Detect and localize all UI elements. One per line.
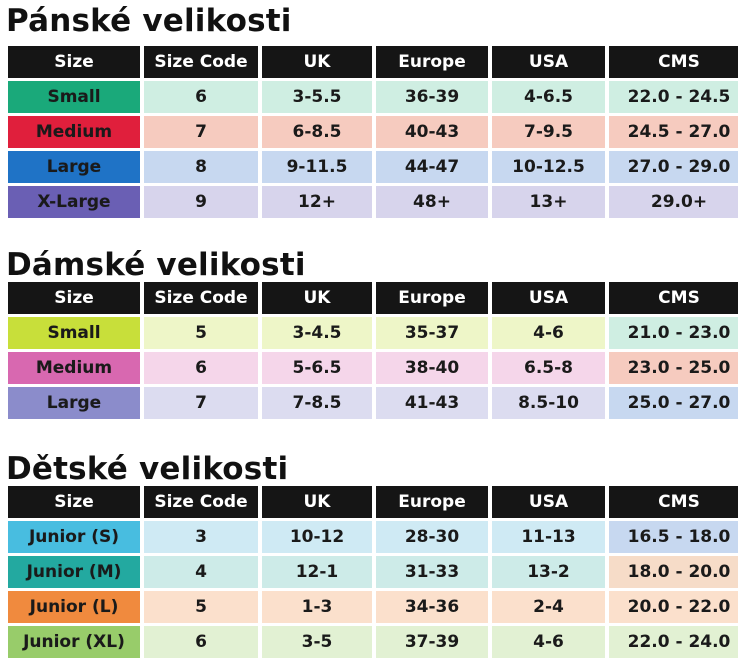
- europe-cell: 40-43: [376, 116, 488, 148]
- usa-cell: 11-13: [492, 521, 605, 553]
- header-europe: Europe: [376, 486, 488, 518]
- cms-cell: 16.5 - 18.0: [609, 521, 738, 553]
- section-title: Dámské velikosti: [6, 247, 306, 283]
- table-body: Small 6 3-5.5 36-39 4-6.5 22.0 - 24.5 Medium 7 6…: [8, 81, 738, 218]
- europe-cell: 44-47: [376, 151, 488, 183]
- uk-cell: 10-12: [262, 521, 372, 553]
- europe-cell: 38-40: [376, 352, 488, 384]
- size-label-cell: X-Large: [8, 186, 140, 218]
- size-code-cell: 8: [144, 151, 258, 183]
- cms-cell: 27.0 - 29.0: [609, 151, 738, 183]
- section-title: Dětské velikosti: [6, 451, 289, 487]
- size-table: Size Size Code UK Europe USA CMS: [8, 486, 738, 518]
- header-size: Size: [8, 282, 140, 314]
- size-code-cell: 4: [144, 556, 258, 588]
- size-code-cell: 5: [144, 317, 258, 349]
- size-code-cell: 9: [144, 186, 258, 218]
- usa-cell: 2-4: [492, 591, 605, 623]
- section-womens: Dámské velikosti Size Size Code UK Europ…: [0, 248, 738, 419]
- cms-cell: 18.0 - 20.0: [609, 556, 738, 588]
- header-europe: Europe: [376, 282, 488, 314]
- size-code-cell: 6: [144, 352, 258, 384]
- cms-cell: 23.0 - 25.0: [609, 352, 738, 384]
- size-table: Size Size Code UK Europe USA CMS: [8, 46, 738, 78]
- europe-cell: 37-39: [376, 626, 488, 658]
- europe-cell: 41-43: [376, 387, 488, 419]
- usa-cell: 13+: [492, 186, 605, 218]
- europe-cell: 35-37: [376, 317, 488, 349]
- section-kids: Dětské velikosti Size Size Code UK Europ…: [0, 452, 738, 658]
- europe-cell: 36-39: [376, 81, 488, 113]
- header-usa: USA: [492, 282, 605, 314]
- europe-cell: 34-36: [376, 591, 488, 623]
- uk-cell: 12+: [262, 186, 372, 218]
- table-body: Small 5 3-4.5 35-37 4-6 21.0 - 23.0 Medium 6 5-6…: [8, 317, 738, 419]
- europe-cell: 28-30: [376, 521, 488, 553]
- header-cms: CMS: [609, 282, 738, 314]
- cms-cell: 21.0 - 23.0: [609, 317, 738, 349]
- usa-cell: 4-6.5: [492, 81, 605, 113]
- usa-cell: 4-6: [492, 626, 605, 658]
- header-usa: USA: [492, 486, 605, 518]
- section-title: Pánské velikosti: [6, 3, 292, 39]
- size-label-cell: Small: [8, 317, 140, 349]
- cms-cell: 20.0 - 22.0: [609, 591, 738, 623]
- cms-cell: 22.0 - 24.0: [609, 626, 738, 658]
- uk-cell: 3-4.5: [262, 317, 372, 349]
- header-uk: UK: [262, 282, 372, 314]
- table-body: Junior (S) 3 10-12 28-30 11-13 16.5 - 18.0 Jun…: [8, 521, 738, 658]
- header-europe: Europe: [376, 46, 488, 78]
- header-size-code: Size Code: [144, 282, 258, 314]
- header-uk: UK: [262, 486, 372, 518]
- header-size: Size: [8, 46, 140, 78]
- europe-cell: 48+: [376, 186, 488, 218]
- size-label-cell: Junior (XL): [8, 626, 140, 658]
- cms-cell: 22.0 - 24.5: [609, 81, 738, 113]
- size-label-cell: Small: [8, 81, 140, 113]
- header-uk: UK: [262, 46, 372, 78]
- header-size: Size: [8, 486, 140, 518]
- size-label-cell: Junior (S): [8, 521, 140, 553]
- size-code-cell: 7: [144, 116, 258, 148]
- header-usa: USA: [492, 46, 605, 78]
- size-code-cell: 6: [144, 81, 258, 113]
- uk-cell: 9-11.5: [262, 151, 372, 183]
- size-label-cell: Junior (M): [8, 556, 140, 588]
- header-size-code: Size Code: [144, 486, 258, 518]
- uk-cell: 6-8.5: [262, 116, 372, 148]
- size-label-cell: Large: [8, 387, 140, 419]
- uk-cell: 3-5.5: [262, 81, 372, 113]
- usa-cell: 13-2: [492, 556, 605, 588]
- size-label-cell: Medium: [8, 116, 140, 148]
- size-label-cell: Junior (L): [8, 591, 140, 623]
- usa-cell: 6.5-8: [492, 352, 605, 384]
- usa-cell: 10-12.5: [492, 151, 605, 183]
- size-label-cell: Large: [8, 151, 140, 183]
- header-size-code: Size Code: [144, 46, 258, 78]
- size-code-cell: 7: [144, 387, 258, 419]
- size-code-cell: 6: [144, 626, 258, 658]
- uk-cell: 12-1: [262, 556, 372, 588]
- usa-cell: 4-6: [492, 317, 605, 349]
- cms-cell: 24.5 - 27.0: [609, 116, 738, 148]
- europe-cell: 31-33: [376, 556, 488, 588]
- usa-cell: 7-9.5: [492, 116, 605, 148]
- uk-cell: 5-6.5: [262, 352, 372, 384]
- uk-cell: 7-8.5: [262, 387, 372, 419]
- uk-cell: 3-5: [262, 626, 372, 658]
- cms-cell: 25.0 - 27.0: [609, 387, 738, 419]
- cms-cell: 29.0+: [609, 186, 738, 218]
- section-mens: Pánské velikosti Size Size Code UK Europ…: [0, 4, 738, 218]
- size-code-cell: 3: [144, 521, 258, 553]
- header-cms: CMS: [609, 486, 738, 518]
- size-table: Size Size Code UK Europe USA CMS: [8, 282, 738, 314]
- usa-cell: 8.5-10: [492, 387, 605, 419]
- uk-cell: 1-3: [262, 591, 372, 623]
- size-label-cell: Medium: [8, 352, 140, 384]
- size-code-cell: 5: [144, 591, 258, 623]
- header-cms: CMS: [609, 46, 738, 78]
